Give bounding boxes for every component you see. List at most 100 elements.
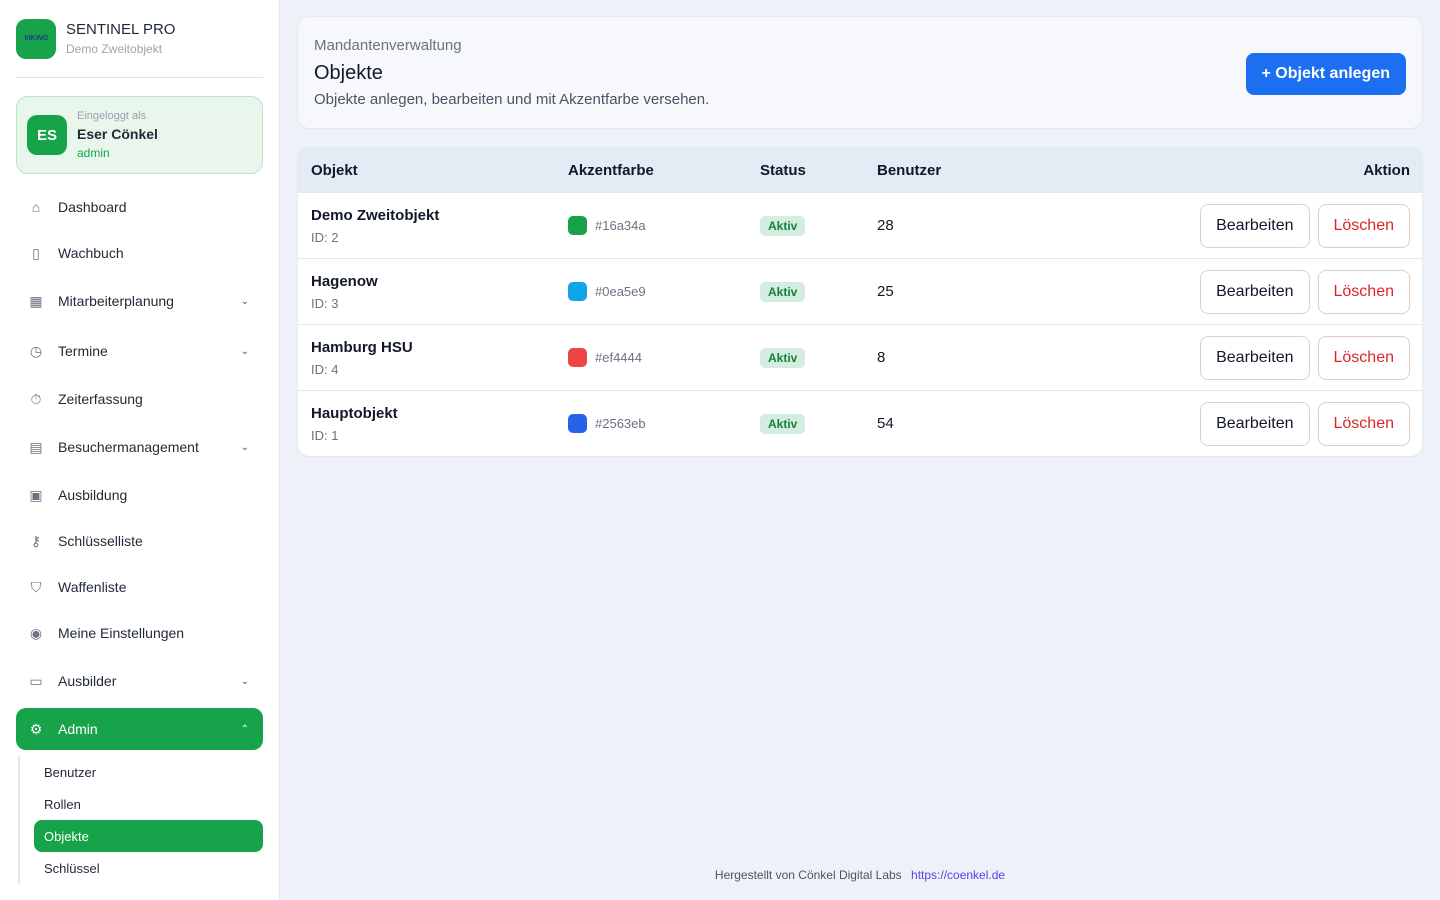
object-id: ID: 1 [311, 427, 339, 443]
user-count: 28 [877, 217, 894, 234]
clock-icon: ◷ [29, 342, 43, 359]
sidebar-item-label: Mitarbeiterplanung [58, 293, 174, 309]
delete-button[interactable]: Löschen [1317, 203, 1410, 248]
page-title: Objekte [314, 62, 383, 84]
col-objekt: Objekt [311, 161, 358, 179]
chevron-up-icon: ⌃ [240, 723, 249, 735]
shield-icon: ⛉ [30, 578, 42, 595]
sidebar-item-label: Wachbuch [58, 245, 124, 261]
table-header: Objekt Akzentfarbe Status Benutzer Aktio… [298, 148, 1422, 192]
sidebar-item-6[interactable]: ▣ Ausbildung [16, 474, 263, 516]
submenu-item-3[interactable]: Schlüssel [44, 860, 100, 876]
avatar: ES [27, 115, 67, 155]
color-swatch [568, 216, 587, 235]
presentation-icon: ▭ [29, 672, 43, 689]
sidebar-item-2[interactable]: ▦ Mitarbeiterplanung ⌄ [16, 278, 263, 324]
footer-link[interactable]: https://coenkel.de [911, 868, 1006, 882]
admin-submenu: Benutzer Rollen Objekte Schlüssel [18, 756, 263, 884]
key-icon: ⚷ [30, 532, 42, 549]
edit-button[interactable]: Bearbeiten [1200, 269, 1310, 314]
object-id: ID: 2 [311, 229, 339, 245]
status-badge: Aktiv [760, 281, 806, 302]
book-icon: ▯ [32, 244, 40, 261]
table-row: Hagenow ID: 3 #0ea5e9 Aktiv 25 Bearbeiten… [298, 258, 1422, 324]
sidebar-item-3[interactable]: ◷ Termine ⌄ [16, 328, 263, 374]
color-swatch [568, 348, 587, 367]
sidebar-item-label: Meine Einstellungen [58, 625, 185, 641]
color-hex: #2563eb [595, 416, 646, 431]
sidebar-item-label: Admin [58, 721, 98, 737]
sidebar-item-9[interactable]: ◉ Meine Einstellungen [16, 612, 263, 654]
col-benutzer: Benutzer [877, 161, 942, 179]
edit-button[interactable]: Bearbeiten [1200, 335, 1310, 380]
col-akzentfarbe: Akzentfarbe [568, 161, 654, 179]
sidebar-item-label: Dashboard [58, 199, 127, 215]
app-name: SENTINEL PRO [66, 21, 176, 38]
sidebar-nav: ⌂ Dashboard ▯ Wachbuch ▦ Mitarbeiterplanung ⌄ ◷… [16, 186, 263, 884]
sidebar-item-4[interactable]: ⏱ Zeiterfassung [16, 378, 263, 420]
chevron-down-icon: ⌄ [240, 345, 249, 357]
user-name: Eser Cönkel [77, 126, 158, 142]
calendar-icon: ▦ [29, 292, 43, 309]
status-badge: Aktiv [760, 413, 806, 434]
sidebar: VIKING SENTINEL PRO Demo Zweitobjekt ES … [0, 0, 280, 900]
sidebar-item-label: Ausbildung [58, 487, 128, 503]
footer: Hergestellt von Cönkel Digital Labs http… [280, 868, 1440, 882]
sidebar-item-7[interactable]: ⚷ Schlüsselliste [16, 520, 263, 562]
table-row: Hamburg HSU ID: 4 #ef4444 Aktiv 8 Bearbei… [298, 324, 1422, 390]
id-card-icon: ▤ [29, 438, 43, 455]
page-header: Mandantenverwaltung Objekte Objekte anle… [297, 16, 1423, 129]
sidebar-item-label: Waffenliste [58, 579, 127, 595]
sidebar-item-10[interactable]: ▭ Ausbilder ⌄ [16, 658, 263, 704]
brand: VIKING SENTINEL PRO Demo Zweitobjekt [16, 0, 263, 78]
sidebar-item-label: Zeiterfassung [58, 391, 143, 407]
edit-button[interactable]: Bearbeiten [1200, 401, 1310, 446]
edit-button[interactable]: Bearbeiten [1200, 203, 1310, 248]
submenu-item-1[interactable]: Rollen [44, 796, 81, 812]
submenu-item-2[interactable]: Objekte [34, 820, 263, 852]
gear-icon: ⚙ [29, 720, 43, 737]
objects-table: Objekt Akzentfarbe Status Benutzer Aktio… [297, 147, 1423, 457]
timer-icon: ⏱ [30, 390, 42, 407]
color-hex: #16a34a [595, 218, 646, 233]
object-name: Hauptobjekt [311, 404, 398, 422]
logged-in-label: Eingeloggt als [77, 110, 147, 122]
delete-button[interactable]: Löschen [1317, 401, 1410, 446]
submenu-item-0[interactable]: Benutzer [44, 764, 97, 780]
object-name: Hagenow [311, 272, 378, 290]
sidebar-item-0[interactable]: ⌂ Dashboard [16, 186, 263, 228]
user-count: 25 [877, 283, 894, 300]
chevron-down-icon: ⌄ [240, 441, 249, 453]
sidebar-item-label: Schlüsselliste [58, 533, 143, 549]
chevron-down-icon: ⌄ [240, 675, 249, 687]
sidebar-item-label: Termine [58, 343, 108, 359]
user-circle-icon: ◉ [29, 624, 43, 641]
color-swatch [568, 414, 587, 433]
add-object-button[interactable]: + Objekt anlegen [1245, 53, 1406, 95]
user-count: 54 [877, 415, 894, 432]
color-hex: #0ea5e9 [595, 284, 646, 299]
sidebar-item-label: Ausbilder [58, 673, 117, 689]
sidebar-item-5[interactable]: ▤ Besuchermanagement ⌄ [16, 424, 263, 470]
sidebar-item-8[interactable]: ⛉ Waffenliste [16, 566, 263, 608]
object-name: Demo Zweitobjekt [311, 206, 440, 224]
status-badge: Aktiv [760, 347, 806, 368]
sidebar-item-label: Besuchermanagement [58, 439, 199, 455]
main: Mandantenverwaltung Objekte Objekte anle… [297, 16, 1423, 457]
page-description: Objekte anlegen, bearbeiten und mit Akze… [314, 91, 710, 108]
status-badge: Aktiv [760, 215, 806, 236]
object-id: ID: 4 [311, 361, 339, 377]
delete-button[interactable]: Löschen [1317, 335, 1410, 380]
chevron-down-icon: ⌄ [240, 295, 249, 307]
home-icon: ⌂ [31, 199, 41, 215]
sidebar-item-admin[interactable]: ⚙ Admin ⌃ [16, 708, 263, 750]
gift-icon: ▣ [29, 486, 43, 503]
object-id: ID: 3 [311, 295, 339, 311]
app-subtitle: Demo Zweitobjekt [66, 42, 163, 56]
color-swatch [568, 282, 587, 301]
user-card: ES Eingeloggt als Eser Cönkel admin [16, 96, 263, 174]
delete-button[interactable]: Löschen [1317, 269, 1410, 314]
object-name: Hamburg HSU [311, 338, 413, 356]
col-status: Status [760, 161, 806, 179]
sidebar-item-1[interactable]: ▯ Wachbuch [16, 232, 263, 274]
